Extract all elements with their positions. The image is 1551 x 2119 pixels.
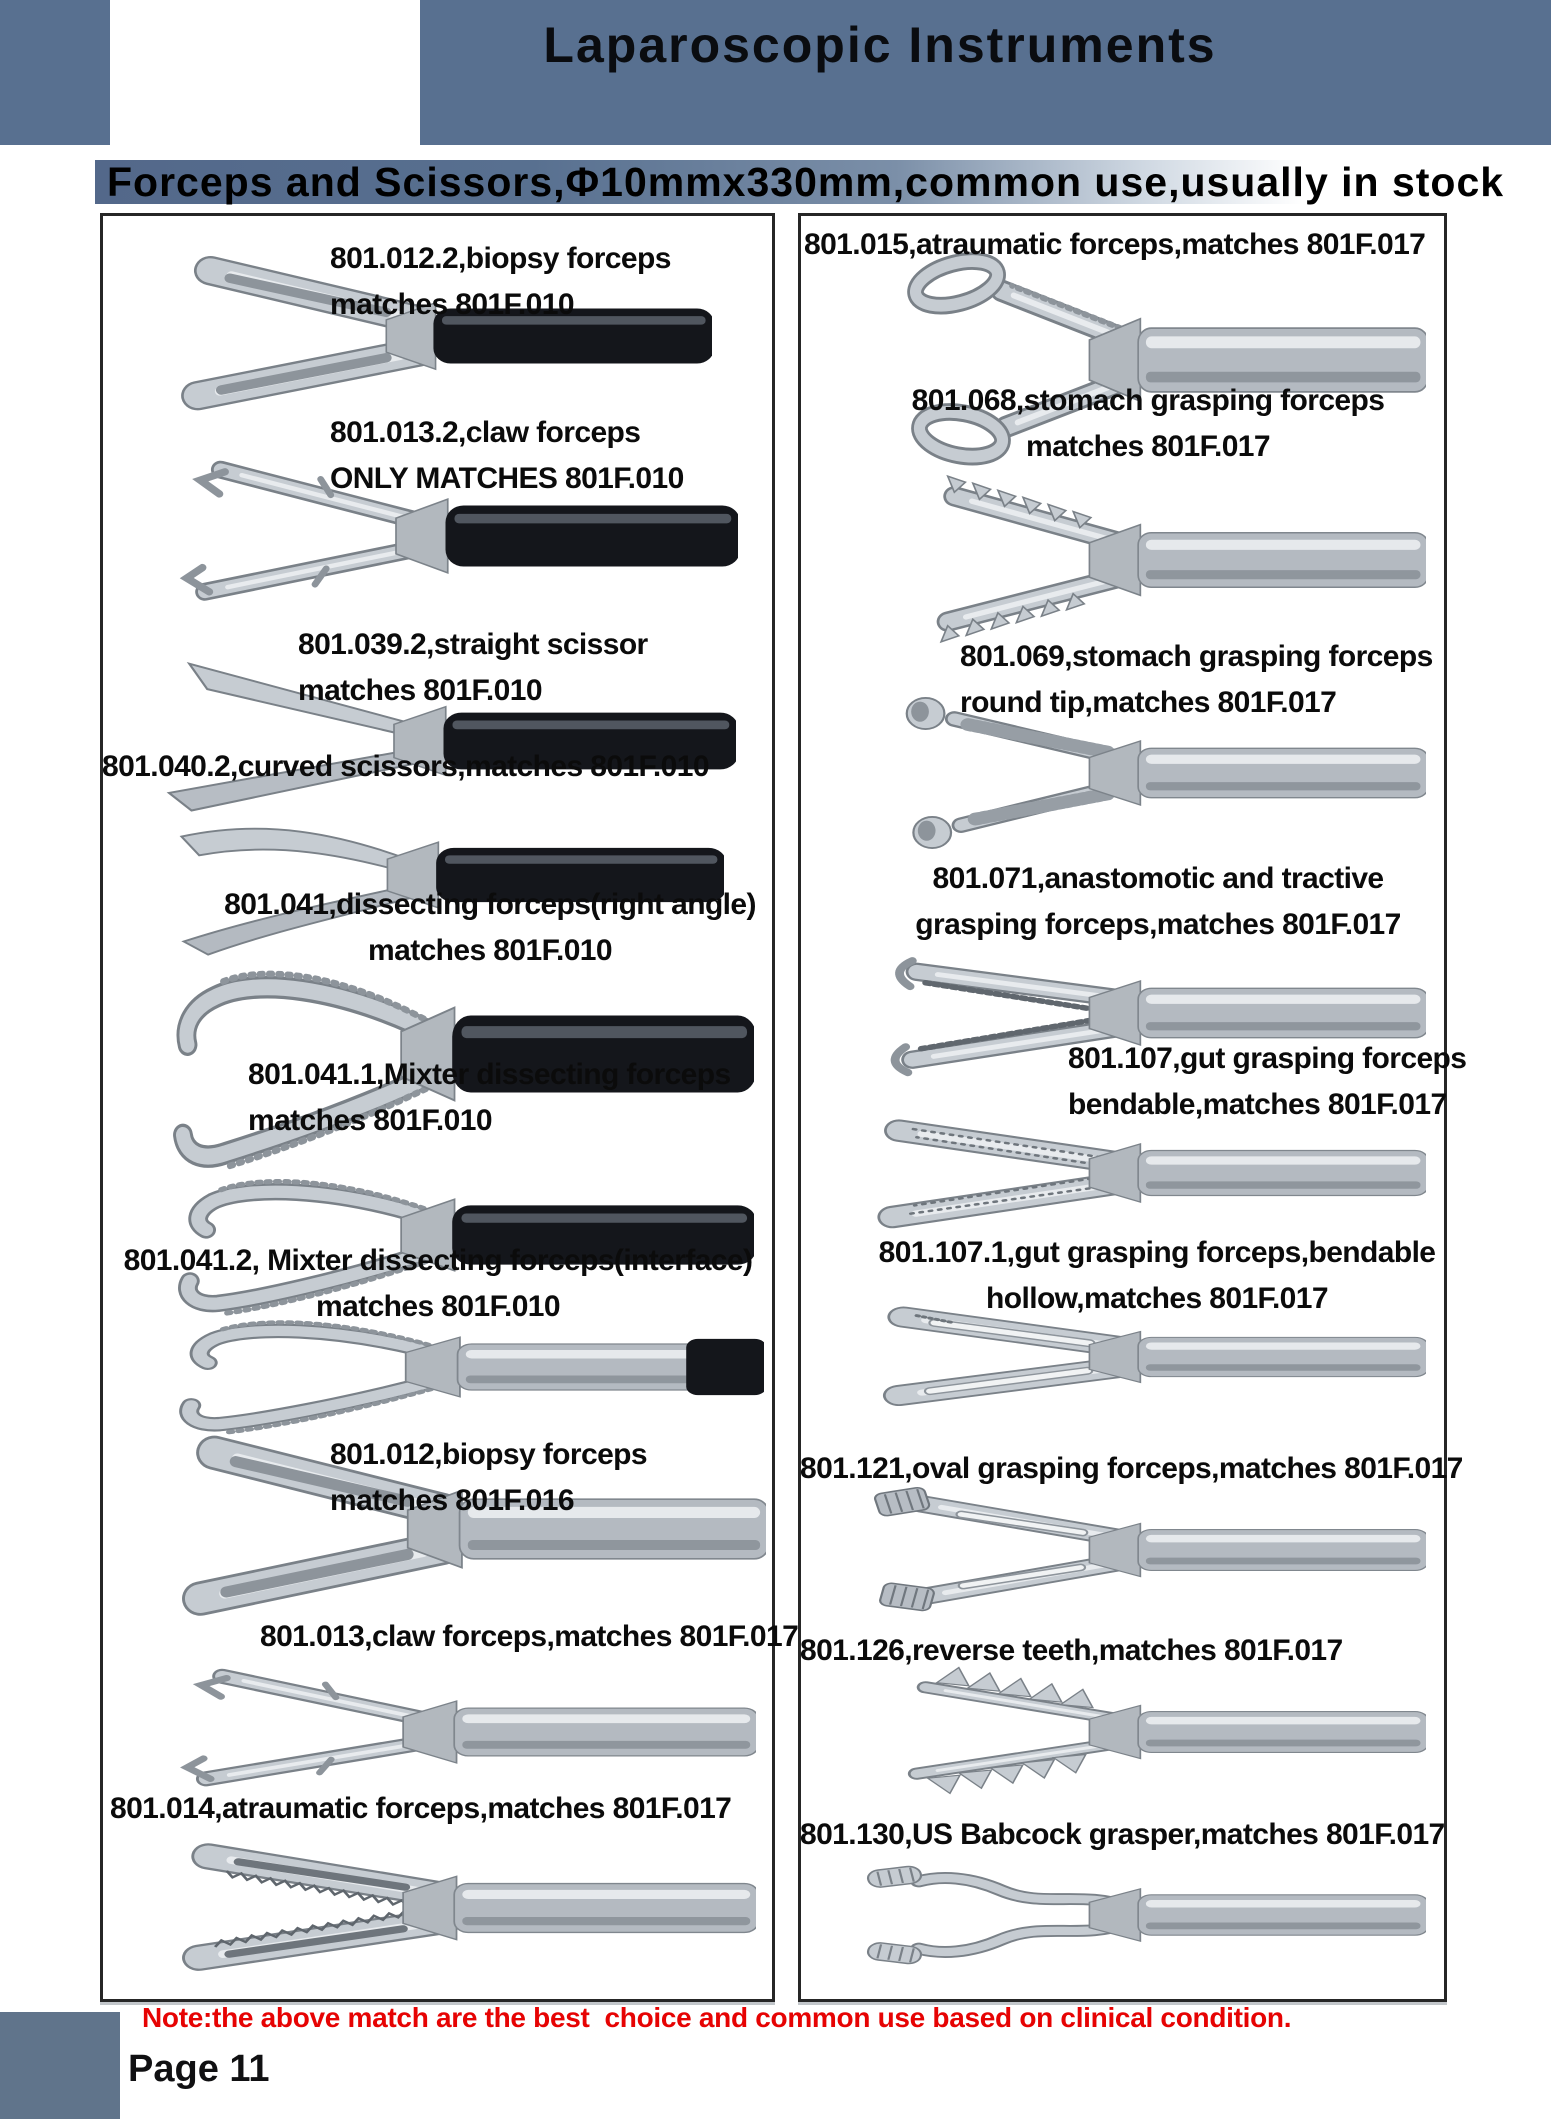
caption-line: matches 801F.010 <box>298 674 543 707</box>
product-image-801.013 <box>106 1648 760 1816</box>
caption-line: 801.014,atraumatic forceps,matches 801F.… <box>110 1792 732 1825</box>
product-caption-801.041: 801.041,dissecting forceps(right angle) m… <box>190 882 790 974</box>
caption-line: 801.015,atraumatic forceps,matches 801F.… <box>804 228 1426 261</box>
product-caption-801.041.2: 801.041.2, Mixter dissecting forceps(int… <box>102 1238 774 1330</box>
slotted-jaws-illustration <box>882 1306 1430 1407</box>
caption-line: grasping forceps,matches 801F.017 <box>915 908 1401 941</box>
header-bar <box>420 0 1551 145</box>
rightangle-jaws-illustration <box>173 970 757 1171</box>
product-image-801.041 <box>104 928 757 1180</box>
right-product-panel <box>798 213 1447 2002</box>
product-caption-801.041.1: 801.041.1,Mixter dissecting forceps match… <box>248 1052 768 1144</box>
claw-jaws-illustration <box>180 1668 760 1787</box>
product-caption-801.130: 801.130,US Babcock grasper,matches 801F.… <box>800 1812 1445 1858</box>
product-image-801.107 <box>806 1094 1430 1252</box>
caption-line: 801.071,anastomotic and tractive <box>932 862 1384 895</box>
caption-line: matches 801F.010 <box>316 1290 561 1323</box>
caption-line: 801.107.1,gut grasping forceps,bendable <box>878 1236 1436 1269</box>
header-left-block <box>0 0 110 145</box>
caption-line: 801.012.2,biopsy forceps <box>330 242 671 275</box>
stippled-jaws-illustration <box>877 1119 1430 1229</box>
product-image-801.013.2 <box>108 436 741 636</box>
spoon-jaws-illustration <box>182 1435 770 1616</box>
caption-line: 801.068,stomach grasping forceps <box>911 384 1385 417</box>
product-image-801.039.2 <box>106 648 739 834</box>
caption-line: matches 801F.010 <box>368 934 613 967</box>
straightsc-jaws-illustration <box>166 661 739 812</box>
product-caption-801.015: 801.015,atraumatic forceps,matches 801F.… <box>804 222 1449 268</box>
roundtip-jaws-illustration <box>905 696 1430 850</box>
product-caption-801.039.2: 801.039.2,straight scissor matches 801F.0… <box>298 622 728 714</box>
product-caption-801.014: 801.014,atraumatic forceps,matches 801F.… <box>110 1786 760 1832</box>
product-image-801.071 <box>806 926 1430 1100</box>
caption-line: 801.130,US Babcock grasper,matches 801F.… <box>800 1818 1445 1851</box>
product-image-801.069 <box>806 686 1430 860</box>
caption-line: 801.013.2,claw forceps <box>330 416 641 449</box>
babcock-jaws-illustration <box>866 1865 1430 1965</box>
caption-line: bendable,matches 801F.017 <box>1068 1088 1447 1121</box>
caption-line: ONLY MATCHES 801F.010 <box>330 462 684 495</box>
page-title: Laparoscopic Instruments <box>543 17 1217 73</box>
product-caption-801.069: 801.069,stomach grasping forceps round ti… <box>960 634 1440 726</box>
product-image-801.121 <box>806 1478 1430 1622</box>
caption-line: 801.039.2,straight scissor <box>298 628 648 661</box>
product-caption-801.121: 801.121,oval grasping forceps,matches 80… <box>800 1446 1463 1492</box>
product-caption-801.013.2: 801.013.2,claw forceps ONLY MATCHES 801F.… <box>330 410 760 502</box>
page-number: Page 11 <box>128 2048 270 2090</box>
product-image-801.126 <box>806 1660 1430 1804</box>
caption-line: matches 801F.017 <box>1026 430 1271 463</box>
footer-left-block <box>0 2012 120 2119</box>
product-image-801.041.2 <box>104 1286 768 1448</box>
mixter-jaws-illustration <box>179 1320 768 1435</box>
product-image-801.040.2 <box>104 786 727 964</box>
product-caption-801.071: 801.071,anastomotic and tractive grasping… <box>878 856 1438 948</box>
oval-jaws-illustration <box>873 1486 1430 1612</box>
footnote: Note:the above match are the best choice… <box>142 2002 1292 2033</box>
caption-line: 801.012,biopsy forceps <box>330 1438 648 1471</box>
caption-line: 801.041.1,Mixter dissecting forceps <box>248 1058 731 1091</box>
caption-line: 801.040.2,curved scissors,matches 801F.0… <box>102 750 710 783</box>
caption-line: 801.069,stomach grasping forceps <box>960 640 1433 673</box>
claw-jaws-illustration <box>179 460 741 601</box>
product-caption-801.012.2: 801.012.2,biopsy forceps matches 801F.010 <box>330 236 750 328</box>
serrated-jaws-illustration <box>182 1843 760 1971</box>
spoon-jaws-illustration <box>181 255 715 411</box>
caption-line: 801.041,dissecting forceps(right angle) <box>224 888 756 921</box>
mixter-jaws-illustration <box>178 1178 757 1317</box>
ringtip-jaws-illustration <box>907 252 1430 466</box>
zigzag-jaws-illustration <box>936 474 1430 644</box>
product-image-801.130 <box>806 1844 1430 1986</box>
product-caption-801.013: 801.013,claw forceps,matches 801F.017 <box>260 1614 799 1660</box>
anastomotic-jaws-illustration <box>890 957 1430 1077</box>
product-caption-801.126: 801.126,reverse teeth,matches 801F.017 <box>800 1628 1370 1674</box>
product-image-801.107.1 <box>806 1288 1430 1426</box>
caption-line: hollow,matches 801F.017 <box>986 1282 1329 1315</box>
product-image-801.041.1 <box>104 1138 757 1332</box>
caption-line: matches 801F.010 <box>330 288 575 321</box>
product-image-801.068 <box>806 464 1430 656</box>
product-caption-801.012: 801.012,biopsy forceps matches 801F.016 <box>330 1432 750 1524</box>
product-image-801.014 <box>106 1822 760 1994</box>
product-image-801.012.2 <box>112 246 715 426</box>
caption-line: 801.107,gut grasping forceps <box>1068 1042 1467 1075</box>
section-subtitle: Forceps and Scissors,Φ10mmx330mm,common … <box>95 160 1551 204</box>
caption-line: matches 801F.016 <box>330 1484 575 1517</box>
product-image-801.012 <box>106 1424 770 1634</box>
reverse-jaws-illustration <box>907 1666 1430 1795</box>
product-caption-801.107.1: 801.107.1,gut grasping forceps,bendable h… <box>866 1230 1448 1322</box>
product-caption-801.068: 801.068,stomach grasping forceps matches … <box>868 378 1428 470</box>
curvedsc-jaws-illustration <box>179 827 727 956</box>
product-image-801.015 <box>806 248 1430 472</box>
caption-line: 801.041.2, Mixter dissecting forceps(int… <box>123 1244 753 1277</box>
caption-line: 801.013,claw forceps,matches 801F.017 <box>260 1620 799 1653</box>
product-caption-801.040.2: 801.040.2,curved scissors,matches 801F.0… <box>102 744 772 790</box>
caption-line: 801.126,reverse teeth,matches 801F.017 <box>800 1634 1343 1667</box>
product-caption-801.107: 801.107,gut grasping forceps bendable,mat… <box>1068 1036 1467 1128</box>
caption-line: matches 801F.010 <box>248 1104 493 1137</box>
caption-line: round tip,matches 801F.017 <box>960 686 1337 719</box>
caption-line: 801.121,oval grasping forceps,matches 80… <box>800 1452 1463 1485</box>
